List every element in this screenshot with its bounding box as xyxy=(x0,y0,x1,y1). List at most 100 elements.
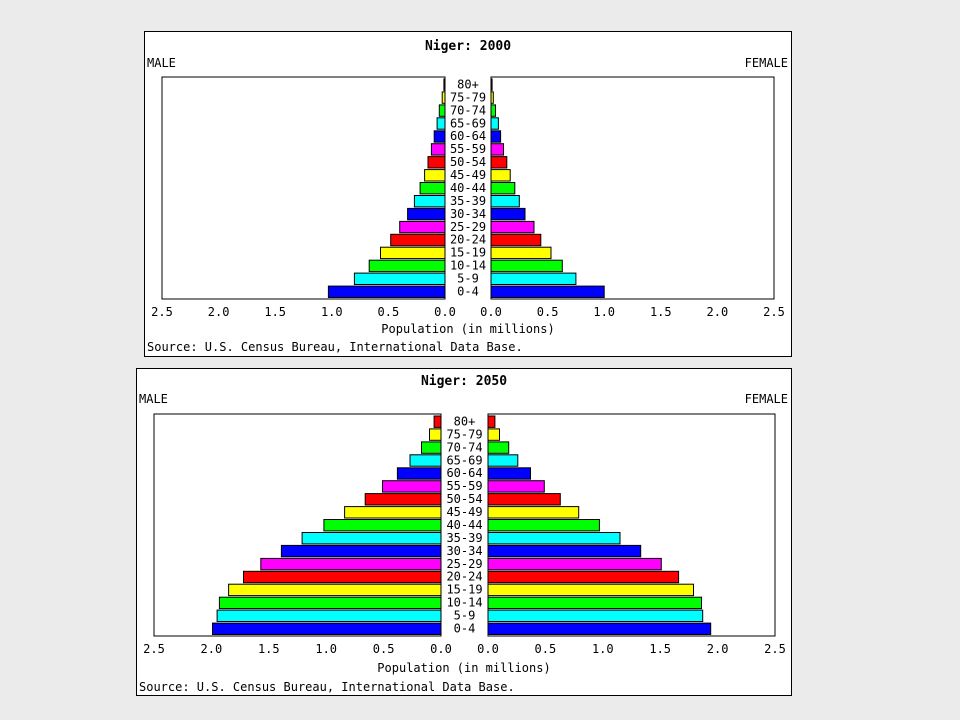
male-bar-55-59 xyxy=(382,480,442,493)
female-bar-20-24 xyxy=(490,233,542,247)
female-bar-80+ xyxy=(487,415,496,428)
age-group-label: 35-39 xyxy=(450,194,486,208)
source-note: Source: U.S. Census Bureau, Internationa… xyxy=(147,340,523,354)
female-bar-10-14 xyxy=(487,596,702,610)
female-bar-30-34 xyxy=(490,207,526,221)
male-bar-70-74 xyxy=(421,441,442,454)
x-tick-label: 0.5 xyxy=(535,642,557,656)
age-group-label: 60-64 xyxy=(446,466,482,480)
x-tick-label: 1.5 xyxy=(649,642,671,656)
male-bar-20-24 xyxy=(243,570,442,584)
x-tick-label: 2.5 xyxy=(151,305,173,319)
male-bar-50-54 xyxy=(364,493,442,506)
x-tick-label: 2.0 xyxy=(208,305,230,319)
x-tick-label: 0.0 xyxy=(430,642,452,656)
female-bar-55-59 xyxy=(487,480,545,493)
male-bar-25-29 xyxy=(260,557,442,571)
female-bar-50-54 xyxy=(490,156,508,169)
male-bar-60-64 xyxy=(433,130,446,143)
age-group-label: 10-14 xyxy=(446,596,482,610)
female-label: FEMALE xyxy=(745,56,788,70)
male-bar-30-34 xyxy=(407,207,446,221)
x-tick-label: 0.0 xyxy=(477,642,499,656)
x-tick-label: 1.5 xyxy=(258,642,280,656)
age-group-label: 70-74 xyxy=(446,440,482,454)
male-label: MALE xyxy=(139,392,168,406)
tick-labels-group: 2.5 2.0 1.5 1.0 0.5 0.0 0.0 0.5 1.0 1.5 2.0 2.5 xyxy=(143,642,786,656)
chart-title: Niger: 2050 xyxy=(421,374,507,389)
female-bar-5-9 xyxy=(487,609,704,623)
age-labels-group: 0-45-910-1415-1920-2425-2930-3435-3940-4… xyxy=(450,77,486,298)
age-group-label: 50-54 xyxy=(450,155,486,169)
female-bar-10-14 xyxy=(490,259,563,273)
female-bar-40-44 xyxy=(487,519,600,532)
female-label: FEMALE xyxy=(745,392,788,406)
age-group-label: 10-14 xyxy=(450,259,486,273)
x-axis-label: Population (in millions) xyxy=(377,661,550,675)
x-tick-label: 0.0 xyxy=(480,305,502,319)
female-bar-35-39 xyxy=(487,532,621,545)
male-label: MALE xyxy=(147,56,176,70)
female-bar-75-79 xyxy=(487,428,500,441)
male-bar-75-79 xyxy=(429,428,442,441)
bars-group xyxy=(212,415,712,636)
male-bar-40-44 xyxy=(323,519,442,532)
female-bar-80+ xyxy=(490,78,493,91)
female-bar-25-29 xyxy=(490,220,535,234)
male-bar-0-4 xyxy=(327,285,446,299)
x-tick-label: 2.5 xyxy=(143,642,165,656)
male-bar-30-34 xyxy=(280,544,442,558)
male-bar-40-44 xyxy=(419,182,446,195)
x-tick-label: 2.0 xyxy=(201,642,223,656)
female-bar-50-54 xyxy=(487,493,561,506)
age-group-label: 40-44 xyxy=(446,518,482,532)
female-bar-65-69 xyxy=(490,117,499,130)
pyramid-chart-2000: Niger: 2000 MALE FEMALE 0-45-910-1415-19… xyxy=(147,39,788,354)
female-bar-70-74 xyxy=(490,104,496,117)
x-tick-label: 1.5 xyxy=(264,305,286,319)
male-bar-0-4 xyxy=(212,622,442,636)
male-bar-55-59 xyxy=(430,143,446,156)
age-group-label: 20-24 xyxy=(450,233,486,247)
age-group-label: 50-54 xyxy=(446,492,482,506)
age-group-label: 55-59 xyxy=(450,142,486,156)
female-bar-25-29 xyxy=(487,557,662,571)
age-group-label: 30-34 xyxy=(446,544,482,558)
male-bar-75-79 xyxy=(441,91,446,104)
x-tick-label: 1.5 xyxy=(650,305,672,319)
male-bar-70-74 xyxy=(438,104,446,117)
male-bar-35-39 xyxy=(301,532,442,545)
female-bar-5-9 xyxy=(490,272,577,286)
female-bar-60-64 xyxy=(487,467,531,480)
female-bar-55-59 xyxy=(490,143,504,156)
age-group-label: 45-49 xyxy=(446,505,482,519)
male-bar-65-69 xyxy=(409,454,442,467)
male-bar-45-49 xyxy=(424,169,446,182)
male-bar-5-9 xyxy=(353,272,446,286)
age-labels-group: 0-45-910-1415-1920-2425-2930-3435-3940-4… xyxy=(446,414,482,635)
tick-labels-group: 2.5 2.0 1.5 1.0 0.5 0.0 0.0 0.5 1.0 1.5 2.0 2.5 xyxy=(151,305,785,319)
x-tick-label: 1.0 xyxy=(315,642,337,656)
chart-title: Niger: 2000 xyxy=(425,39,511,54)
x-tick-label: 0.5 xyxy=(373,642,395,656)
age-group-label: 15-19 xyxy=(450,246,486,260)
age-group-label: 55-59 xyxy=(446,479,482,493)
male-bar-15-19 xyxy=(380,246,446,260)
female-bar-30-34 xyxy=(487,544,642,558)
age-group-label: 5-9 xyxy=(457,272,479,286)
female-bar-45-49 xyxy=(490,169,511,182)
male-bar-15-19 xyxy=(228,583,442,597)
age-group-label: 65-69 xyxy=(450,116,486,130)
x-tick-label: 1.0 xyxy=(592,642,614,656)
female-bar-20-24 xyxy=(487,570,680,584)
female-bar-45-49 xyxy=(487,506,580,519)
source-note: Source: U.S. Census Bureau, Internationa… xyxy=(139,680,515,694)
x-tick-label: 0.5 xyxy=(537,305,559,319)
pyramid-panel-2000: Niger: 2000 MALE FEMALE 0-4 5-9 10-14 15-19… xyxy=(144,31,792,357)
bars-group xyxy=(327,78,605,299)
male-bar-10-14 xyxy=(218,596,442,610)
male-bar-80+ xyxy=(433,415,442,428)
age-group-label: 25-29 xyxy=(450,220,486,234)
x-tick-label: 2.5 xyxy=(763,305,785,319)
male-bar-60-64 xyxy=(396,467,442,480)
